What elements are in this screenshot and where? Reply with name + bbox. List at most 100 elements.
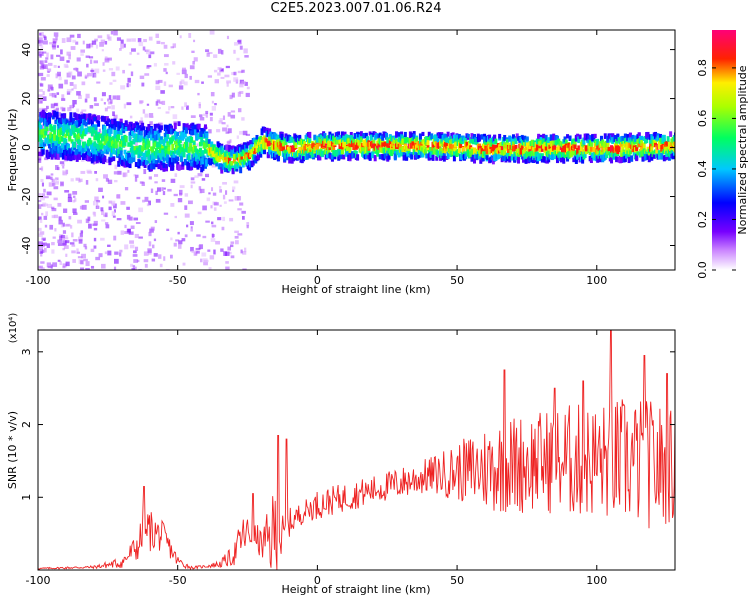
spectrogram-noise-cell bbox=[61, 163, 65, 167]
spectrogram-noise-cell bbox=[67, 197, 73, 203]
spectrogram-noise-cell bbox=[196, 143, 199, 147]
spectrogram-cell bbox=[491, 144, 495, 152]
spectrogram-noise-cell bbox=[109, 99, 113, 104]
spectrogram-cell bbox=[620, 156, 624, 163]
spectrogram-cell bbox=[173, 131, 177, 137]
spectrogram-noise-cell bbox=[163, 44, 168, 49]
spectrogram-cell bbox=[127, 152, 131, 158]
spectrogram-noise-cell bbox=[155, 80, 160, 85]
spectrogram-noise-cell bbox=[67, 107, 72, 112]
spectrogram-noise-cell bbox=[161, 100, 166, 105]
spectrogram-noise-cell bbox=[246, 86, 250, 90]
spectrogram-cell bbox=[672, 135, 675, 142]
spectrogram-noise-cell bbox=[246, 222, 250, 227]
spectrogram-noise-cell bbox=[76, 108, 80, 113]
spectrogram-cell bbox=[104, 129, 108, 136]
spectrogram-noise-cell bbox=[80, 230, 84, 234]
spectrogram-cell bbox=[221, 147, 225, 154]
spectrogram-cell bbox=[158, 157, 162, 164]
spectrogram-noise-cell bbox=[57, 65, 60, 68]
spectrogram-noise-cell bbox=[52, 262, 58, 267]
spectrogram-cell bbox=[259, 151, 263, 158]
spectrogram-noise-cell bbox=[69, 225, 73, 229]
spectrogram-cell bbox=[94, 147, 98, 155]
spectrogram-cell bbox=[505, 139, 509, 146]
spectrogram-noise-cell bbox=[242, 268, 247, 270]
spectrogram-noise-cell bbox=[231, 72, 235, 76]
spectrogram-noise-cell bbox=[190, 177, 195, 181]
spectrogram-noise-cell bbox=[79, 205, 84, 210]
spectrogram-cell bbox=[183, 158, 187, 166]
spectrogram-noise-cell bbox=[151, 258, 156, 262]
spectrogram-noise-cell bbox=[199, 116, 205, 121]
spectrogram-cell bbox=[89, 140, 93, 145]
spectrogram-cell bbox=[664, 146, 668, 154]
spectrogram-cell bbox=[83, 141, 87, 146]
spectrogram-cell bbox=[152, 157, 156, 165]
spectrogram-cell bbox=[48, 144, 52, 149]
spectrogram-noise-cell bbox=[193, 39, 196, 43]
spectrogram-cell bbox=[635, 155, 639, 162]
spectrogram-noise-cell bbox=[69, 34, 75, 38]
spectrogram-noise-cell bbox=[38, 157, 42, 161]
spectrogram-noise-cell bbox=[50, 176, 53, 180]
spectrogram-noise-cell bbox=[148, 54, 152, 59]
spectrogram-noise-cell bbox=[45, 57, 49, 60]
spectrogram-noise-cell bbox=[98, 253, 103, 258]
spectrogram-cell bbox=[163, 132, 167, 139]
spectrogram-noise-cell bbox=[43, 188, 46, 193]
spectrogram-cell bbox=[55, 115, 59, 121]
spectrogram-cell bbox=[535, 151, 539, 157]
spectrogram-cell bbox=[256, 154, 260, 160]
spectrogram-cell bbox=[94, 131, 98, 138]
spectrogram-noise-cell bbox=[227, 112, 231, 117]
spectrogram-cell bbox=[178, 137, 182, 144]
spectrogram-cell bbox=[260, 147, 264, 154]
spectrogram-cell bbox=[584, 145, 588, 152]
spectrogram-cell bbox=[182, 123, 186, 130]
spectrogram-cell bbox=[163, 156, 167, 161]
spectrogram-cell bbox=[441, 148, 445, 154]
spectrogram-cell bbox=[207, 139, 211, 144]
spectrogram-cell bbox=[446, 152, 450, 160]
spectrogram-cell bbox=[48, 118, 52, 125]
spectrogram-cell bbox=[319, 134, 323, 139]
spectrogram-noise-cell bbox=[115, 66, 120, 71]
spectrogram-noise-cell bbox=[148, 241, 152, 247]
spectrogram-noise-cell bbox=[136, 196, 141, 200]
spectrogram-noise-cell bbox=[79, 232, 83, 238]
spectrogram-cell bbox=[163, 124, 167, 132]
spectrogram-noise-cell bbox=[170, 106, 175, 109]
spectrogram-cell bbox=[187, 153, 191, 160]
spectrogram-noise-cell bbox=[49, 224, 54, 230]
spectrogram-cell bbox=[654, 139, 658, 146]
spectrogram-noise-cell bbox=[190, 181, 196, 184]
spectrogram-cell bbox=[92, 124, 96, 130]
spectrogram-cell bbox=[78, 114, 82, 119]
spectrogram-noise-cell bbox=[134, 141, 138, 146]
spectrogram-noise-cell bbox=[156, 40, 161, 44]
spectrogram-noise-cell bbox=[61, 98, 66, 101]
spectrogram-noise-cell bbox=[220, 76, 225, 79]
spectrogram-cell bbox=[426, 142, 430, 148]
colorbar-ticks: 0.0 0.2 0.4 0.6 0.8 bbox=[696, 59, 736, 279]
spectrogram-cell bbox=[352, 138, 356, 144]
spectrogram-cell bbox=[178, 150, 182, 157]
spectrogram-cell bbox=[535, 144, 539, 151]
spectrogram-cell bbox=[305, 145, 309, 150]
spectrogram-cell bbox=[245, 142, 249, 149]
spectrogram-noise-cell bbox=[122, 172, 128, 177]
spectrogram-cell bbox=[523, 135, 527, 143]
spectrogram-cell bbox=[599, 135, 603, 141]
spectrogram-noise-cell bbox=[46, 52, 49, 58]
spectrogram-cell bbox=[132, 155, 136, 162]
spectrogram-cell bbox=[286, 151, 290, 158]
spectrogram-cell bbox=[549, 134, 553, 141]
spectrogram-cell bbox=[128, 131, 132, 139]
spectrogram-noise-cell bbox=[239, 202, 244, 206]
spectrogram-noise-cell bbox=[56, 180, 59, 184]
spectrogram-noise-cell bbox=[101, 92, 106, 97]
spectrogram-cell bbox=[85, 113, 89, 121]
spectrogram-noise-cell bbox=[199, 244, 204, 250]
spectrogram-cell bbox=[126, 160, 130, 168]
